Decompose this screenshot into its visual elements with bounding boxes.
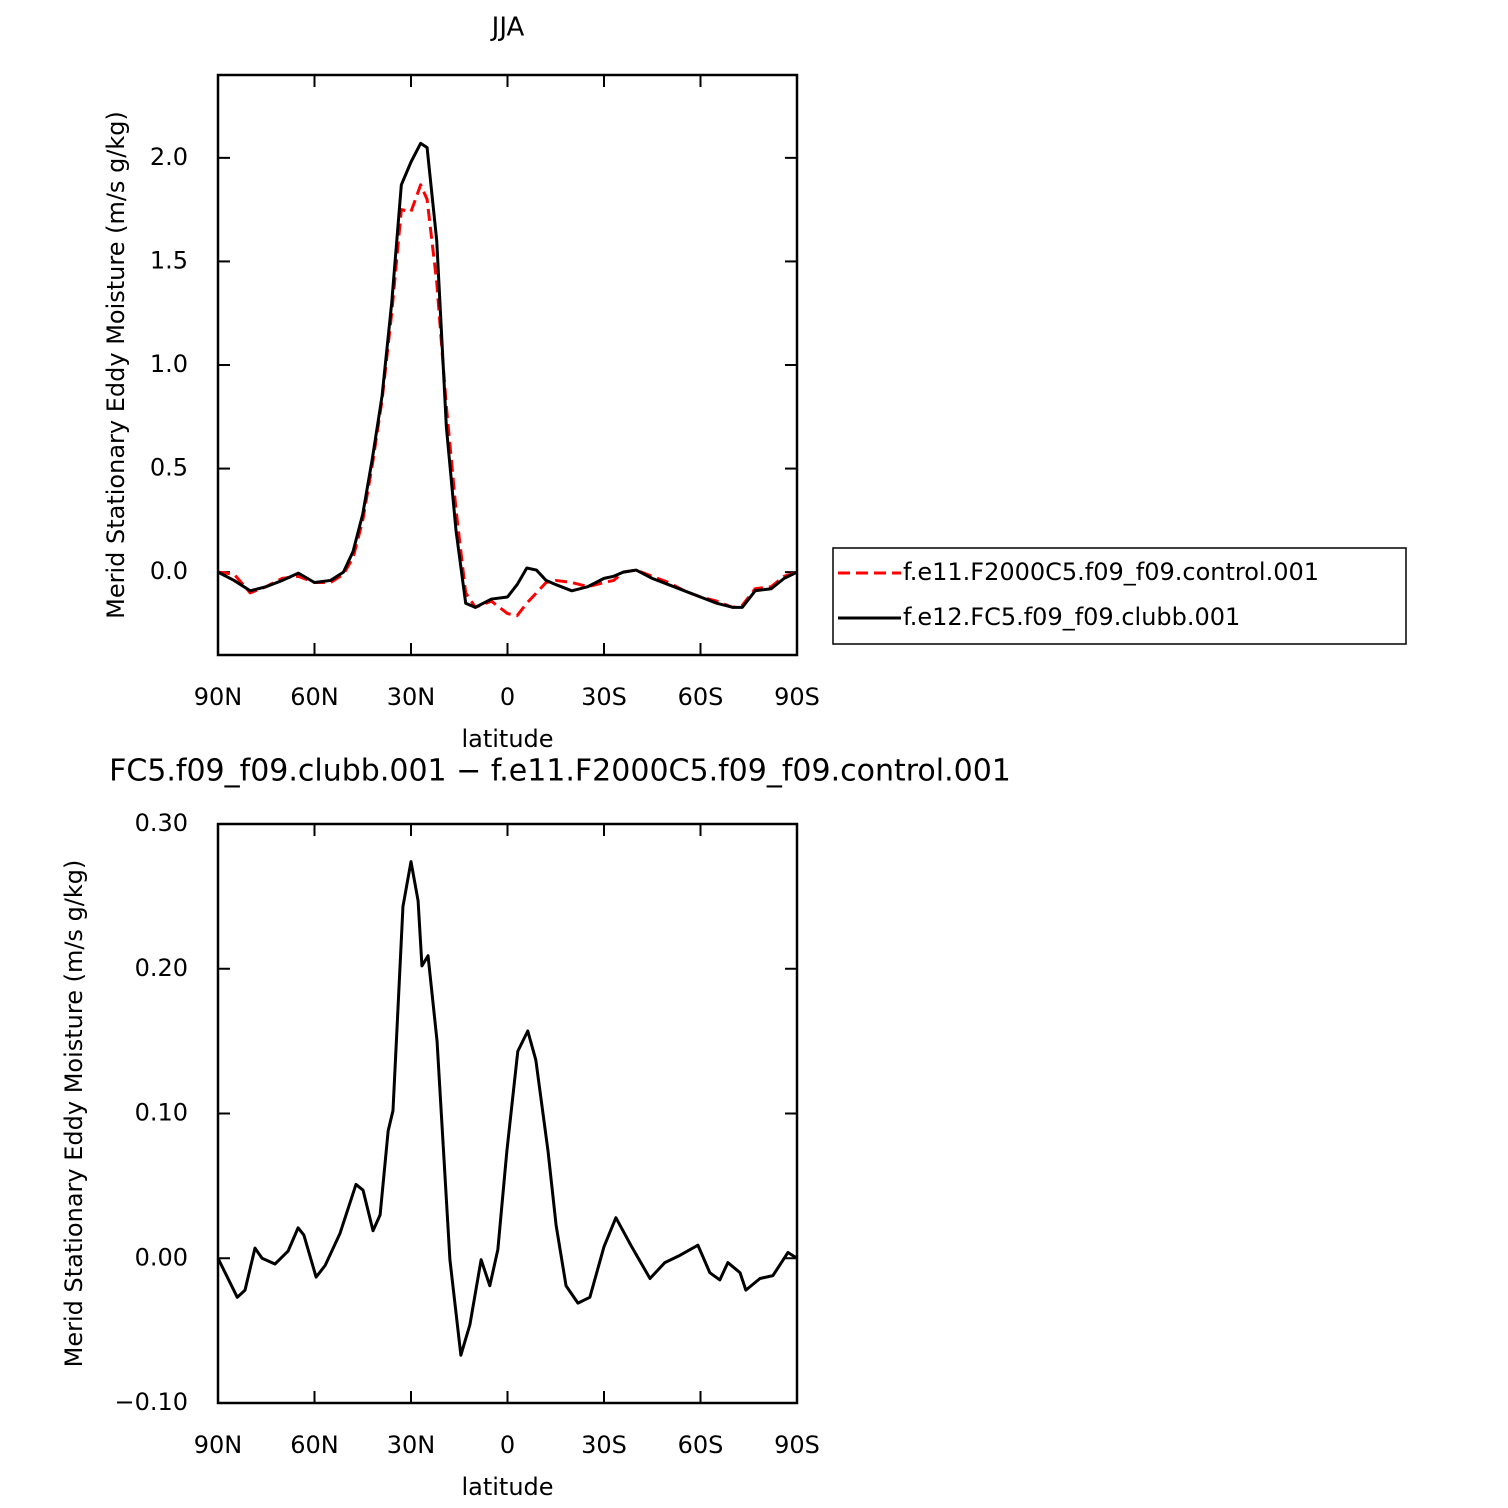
x-axis-label: latitude bbox=[461, 1473, 553, 1501]
x-tick-label: 30S bbox=[581, 1431, 627, 1459]
y-tick-label: 0.0 bbox=[150, 557, 188, 585]
y-tick-label: 0.10 bbox=[135, 1099, 188, 1127]
x-tick-label: 60S bbox=[678, 683, 724, 711]
chart-title: JJA bbox=[490, 13, 525, 43]
chart-title: FC5.f09_f09.clubb.001 − f.e11.F2000C5.f0… bbox=[109, 754, 1011, 789]
y-tick-label: 1.0 bbox=[150, 350, 188, 378]
x-tick-label: 90S bbox=[774, 1431, 820, 1459]
x-axis-label: latitude bbox=[461, 725, 553, 753]
y-tick-label: −0.10 bbox=[114, 1388, 188, 1416]
x-tick-label: 0 bbox=[500, 683, 515, 711]
plot-frame bbox=[216, 73, 799, 657]
y-tick-label: 0.00 bbox=[135, 1243, 188, 1271]
y-tick-label: 0.5 bbox=[150, 454, 188, 482]
y-tick-label: 2.0 bbox=[150, 143, 188, 171]
data-line bbox=[216, 860, 798, 1357]
x-tick-label: 30N bbox=[387, 683, 436, 711]
x-tick-label: 60N bbox=[290, 1431, 339, 1459]
data-line bbox=[217, 141, 798, 609]
legend-label: f.e11.F2000C5.f09_f09.control.001 bbox=[903, 558, 1319, 586]
x-tick-label: 60N bbox=[290, 683, 339, 711]
x-tick-label: 90N bbox=[194, 683, 243, 711]
y-axis-label: Merid Stationary Eddy Moisture (m/s g/kg… bbox=[102, 111, 130, 619]
data-line bbox=[217, 183, 798, 618]
x-tick-label: 0 bbox=[500, 1431, 515, 1459]
y-tick-label: 0.30 bbox=[135, 809, 188, 837]
x-tick-label: 30S bbox=[581, 683, 627, 711]
x-tick-label: 60S bbox=[678, 1431, 724, 1459]
y-tick-label: 1.5 bbox=[150, 246, 188, 274]
x-tick-label: 30N bbox=[387, 1431, 436, 1459]
x-tick-label: 90S bbox=[774, 683, 820, 711]
y-tick-label: 0.20 bbox=[135, 954, 188, 982]
legend-box bbox=[832, 547, 1407, 645]
x-tick-label: 90N bbox=[194, 1431, 243, 1459]
plot-frame bbox=[216, 822, 799, 1405]
y-axis-label: Merid Stationary Eddy Moisture (m/s g/kg… bbox=[60, 860, 88, 1368]
legend-label: f.e12.FC5.f09_f09.clubb.001 bbox=[903, 603, 1240, 631]
